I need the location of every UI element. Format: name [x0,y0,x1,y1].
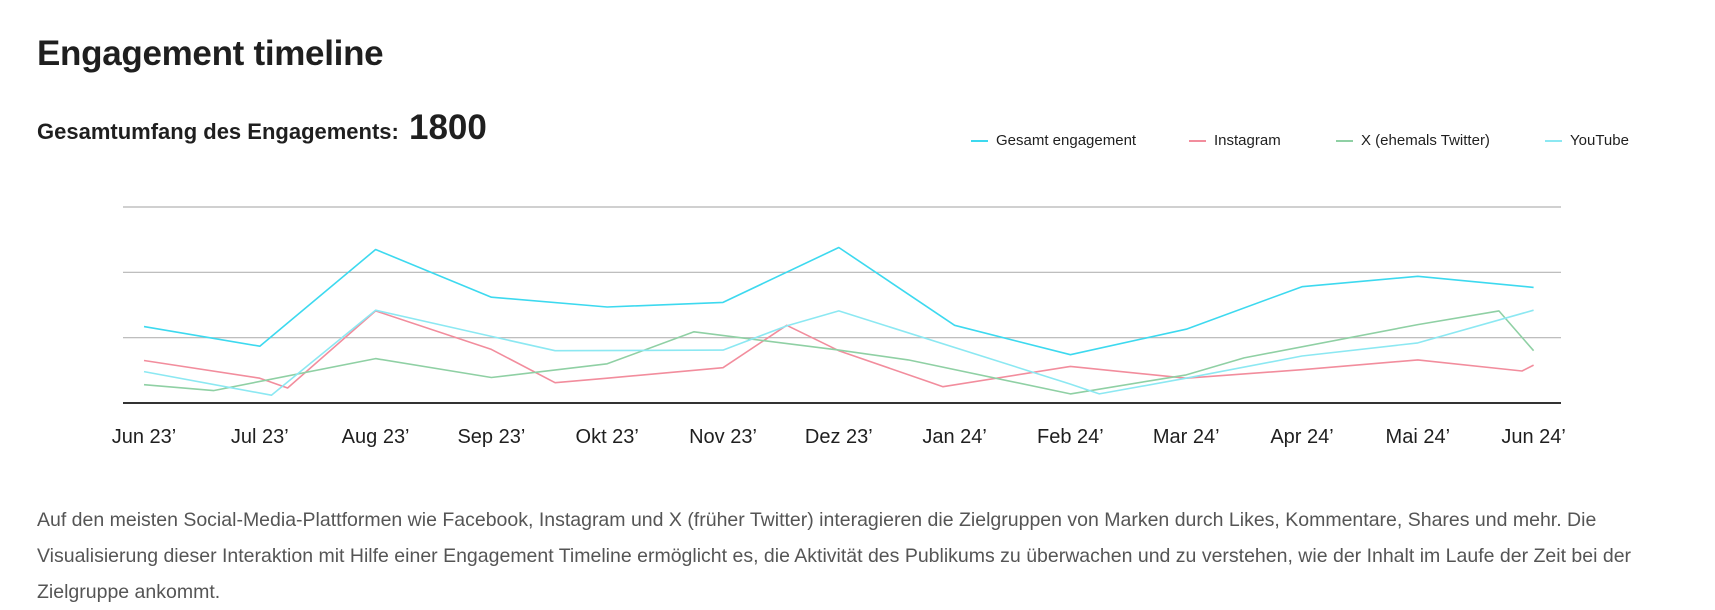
x-tick-label: Jun 24’ [1501,426,1566,448]
legend-swatch-x [1336,139,1353,142]
series-line-youtube [143,309,1534,396]
chart-legend: Gesamt engagement Instagram X (ehemals T… [0,132,1715,156]
chart-description: Auf den meisten Social-Media-Plattformen… [37,509,1632,603]
total-engagement: Gesamtumfang des Engagements: 1800 [37,108,487,148]
series-line-x [143,310,1535,395]
x-tick-label: Jul 23’ [231,426,289,448]
total-engagement-value: 1800 [409,108,487,147]
x-tick-label: Dez 23’ [805,426,873,448]
x-tick-label: Apr 24’ [1270,426,1333,448]
legend-label-youtube: YouTube [1570,132,1629,149]
engagement-line-chart: Jun 23’ Jul 23’ Aug 23’ Sep 23’ Okt 23’ Nov 2… [112,206,1566,448]
legend-label-x: X (ehemals Twitter) [1361,132,1490,149]
legend-swatch-instagram [1189,139,1206,142]
chart-title: Engagement timeline [37,34,384,73]
legend-label-instagram: Instagram [1214,132,1281,149]
legend-item-youtube[interactable]: YouTube [1545,132,1629,149]
legend-label-gesamt: Gesamt engagement [996,132,1137,149]
total-engagement-label: Gesamtumfang des Engagements: [37,119,399,144]
series-line-gesamt [143,246,1534,356]
x-tick-label: Jan 24’ [922,426,987,448]
legend-swatch-youtube [1545,139,1562,142]
x-tick-label: Aug 23’ [342,426,410,448]
x-tick-label: Nov 23’ [689,426,757,448]
x-tick-label: Jun 23’ [112,426,177,448]
legend-item-x[interactable]: X (ehemals Twitter) [1336,132,1490,149]
x-tick-label: Sep 23’ [457,426,525,448]
x-tick-label: Mai 24’ [1386,426,1450,448]
legend-item-gesamt[interactable]: Gesamt engagement [971,132,1136,149]
legend-swatch-gesamt [971,139,988,142]
legend-item-instagram[interactable]: Instagram [1189,132,1281,149]
x-tick-label: Okt 23’ [576,426,639,448]
x-tick-label: Mar 24’ [1153,426,1220,448]
x-tick-label: Feb 24’ [1037,426,1104,448]
